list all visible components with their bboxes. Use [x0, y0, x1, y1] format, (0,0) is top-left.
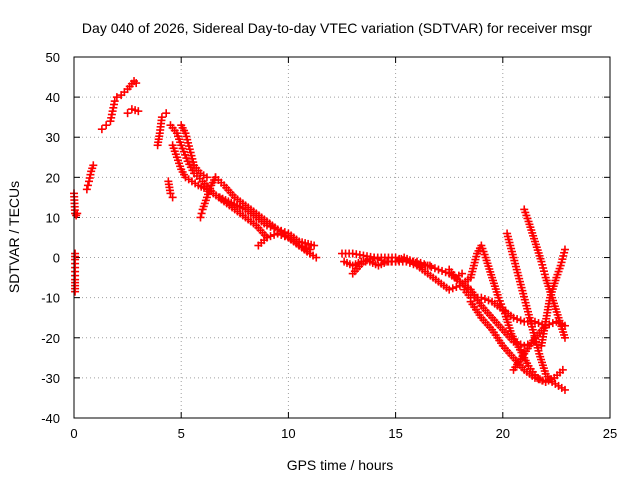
data-point [509, 313, 518, 322]
data-point-dense [452, 282, 461, 291]
data-point-dense [409, 260, 418, 269]
data-point [273, 229, 282, 238]
data-point [312, 253, 321, 262]
data-point-dense [280, 232, 289, 241]
data-point [262, 233, 271, 242]
x-tick-label: 15 [388, 426, 402, 441]
data-point-dense [405, 258, 414, 267]
data-point-dense [513, 315, 522, 324]
y-tick-label: 40 [46, 90, 60, 105]
data-point [560, 333, 569, 342]
data-point [434, 265, 443, 274]
data-point [132, 79, 141, 88]
data-point-dense [270, 230, 279, 239]
data-point [112, 93, 121, 102]
y-tick-label: -20 [41, 331, 60, 346]
data-point-dense [266, 232, 275, 241]
data-point-dense [534, 319, 543, 328]
data-point [359, 257, 368, 266]
data-point [402, 257, 411, 266]
data-point [157, 113, 166, 122]
data-point-dense [270, 224, 279, 233]
data-point-dense [398, 256, 407, 265]
y-tick-label: -10 [41, 291, 60, 306]
data-point-dense [366, 254, 375, 263]
data-point [391, 253, 400, 262]
data-point [262, 221, 271, 230]
data-point [162, 109, 171, 118]
data-point-dense [277, 230, 286, 239]
data-point [425, 261, 434, 270]
data-point-dense [516, 316, 525, 325]
data-point [73, 209, 82, 218]
data-point-dense [197, 209, 206, 218]
y-tick-label: 10 [46, 210, 60, 225]
data-point [71, 287, 80, 296]
data-point [560, 321, 569, 330]
data-point [560, 385, 569, 394]
data-point [134, 107, 143, 116]
x-tick-label: 25 [603, 426, 617, 441]
x-tick-label: 5 [178, 426, 185, 441]
data-point-dense [427, 262, 436, 271]
data-point-dense [448, 284, 457, 293]
y-tick-label: -40 [41, 411, 60, 426]
plot-frame [73, 56, 611, 419]
data-point [89, 161, 98, 170]
data-point [123, 109, 132, 118]
data-point [310, 241, 319, 250]
data-point [196, 213, 205, 222]
data-point [102, 121, 111, 130]
y-axis-label: SDTVAR / TECUs [6, 181, 22, 293]
x-tick-label: 20 [496, 426, 510, 441]
data-point-dense [266, 222, 275, 231]
data-point [168, 193, 177, 202]
x-axis-ticks: 0 5 10 15 20 25 [70, 57, 617, 441]
data-point [477, 293, 486, 302]
data-point-dense [480, 295, 489, 304]
y-tick-label: 30 [46, 130, 60, 145]
data-point-dense [484, 296, 493, 305]
data-point-dense [83, 181, 92, 190]
data-point-dense [545, 320, 554, 329]
data-point [166, 189, 175, 198]
data-point [110, 97, 119, 106]
x-tick-label: 0 [70, 426, 77, 441]
data-point [202, 173, 211, 182]
data-points [70, 77, 569, 394]
y-tick-label: 20 [46, 170, 60, 185]
data-point [558, 365, 567, 374]
data-point-dense [363, 256, 372, 265]
grid [74, 57, 610, 418]
y-tick-label: 0 [53, 251, 60, 266]
data-point-dense [395, 254, 404, 263]
data-point [458, 269, 467, 278]
y-tick-label: -30 [41, 371, 60, 386]
data-point [541, 321, 550, 330]
data-point-dense [430, 264, 439, 273]
data-point [82, 185, 91, 194]
data-point-dense [438, 266, 447, 275]
data-point [560, 245, 569, 254]
y-tick-label: 50 [46, 50, 60, 65]
x-axis-label: GPS time / hours [287, 457, 394, 473]
x-tick-label: 10 [281, 426, 295, 441]
chart-title: Day 040 of 2026, Sidereal Day-to-day VTE… [82, 20, 592, 36]
data-point [97, 125, 106, 134]
data-point [445, 285, 454, 294]
y-axis-ticks: -40 -30 -20 -10 0 10 20 30 40 50 [41, 50, 610, 426]
